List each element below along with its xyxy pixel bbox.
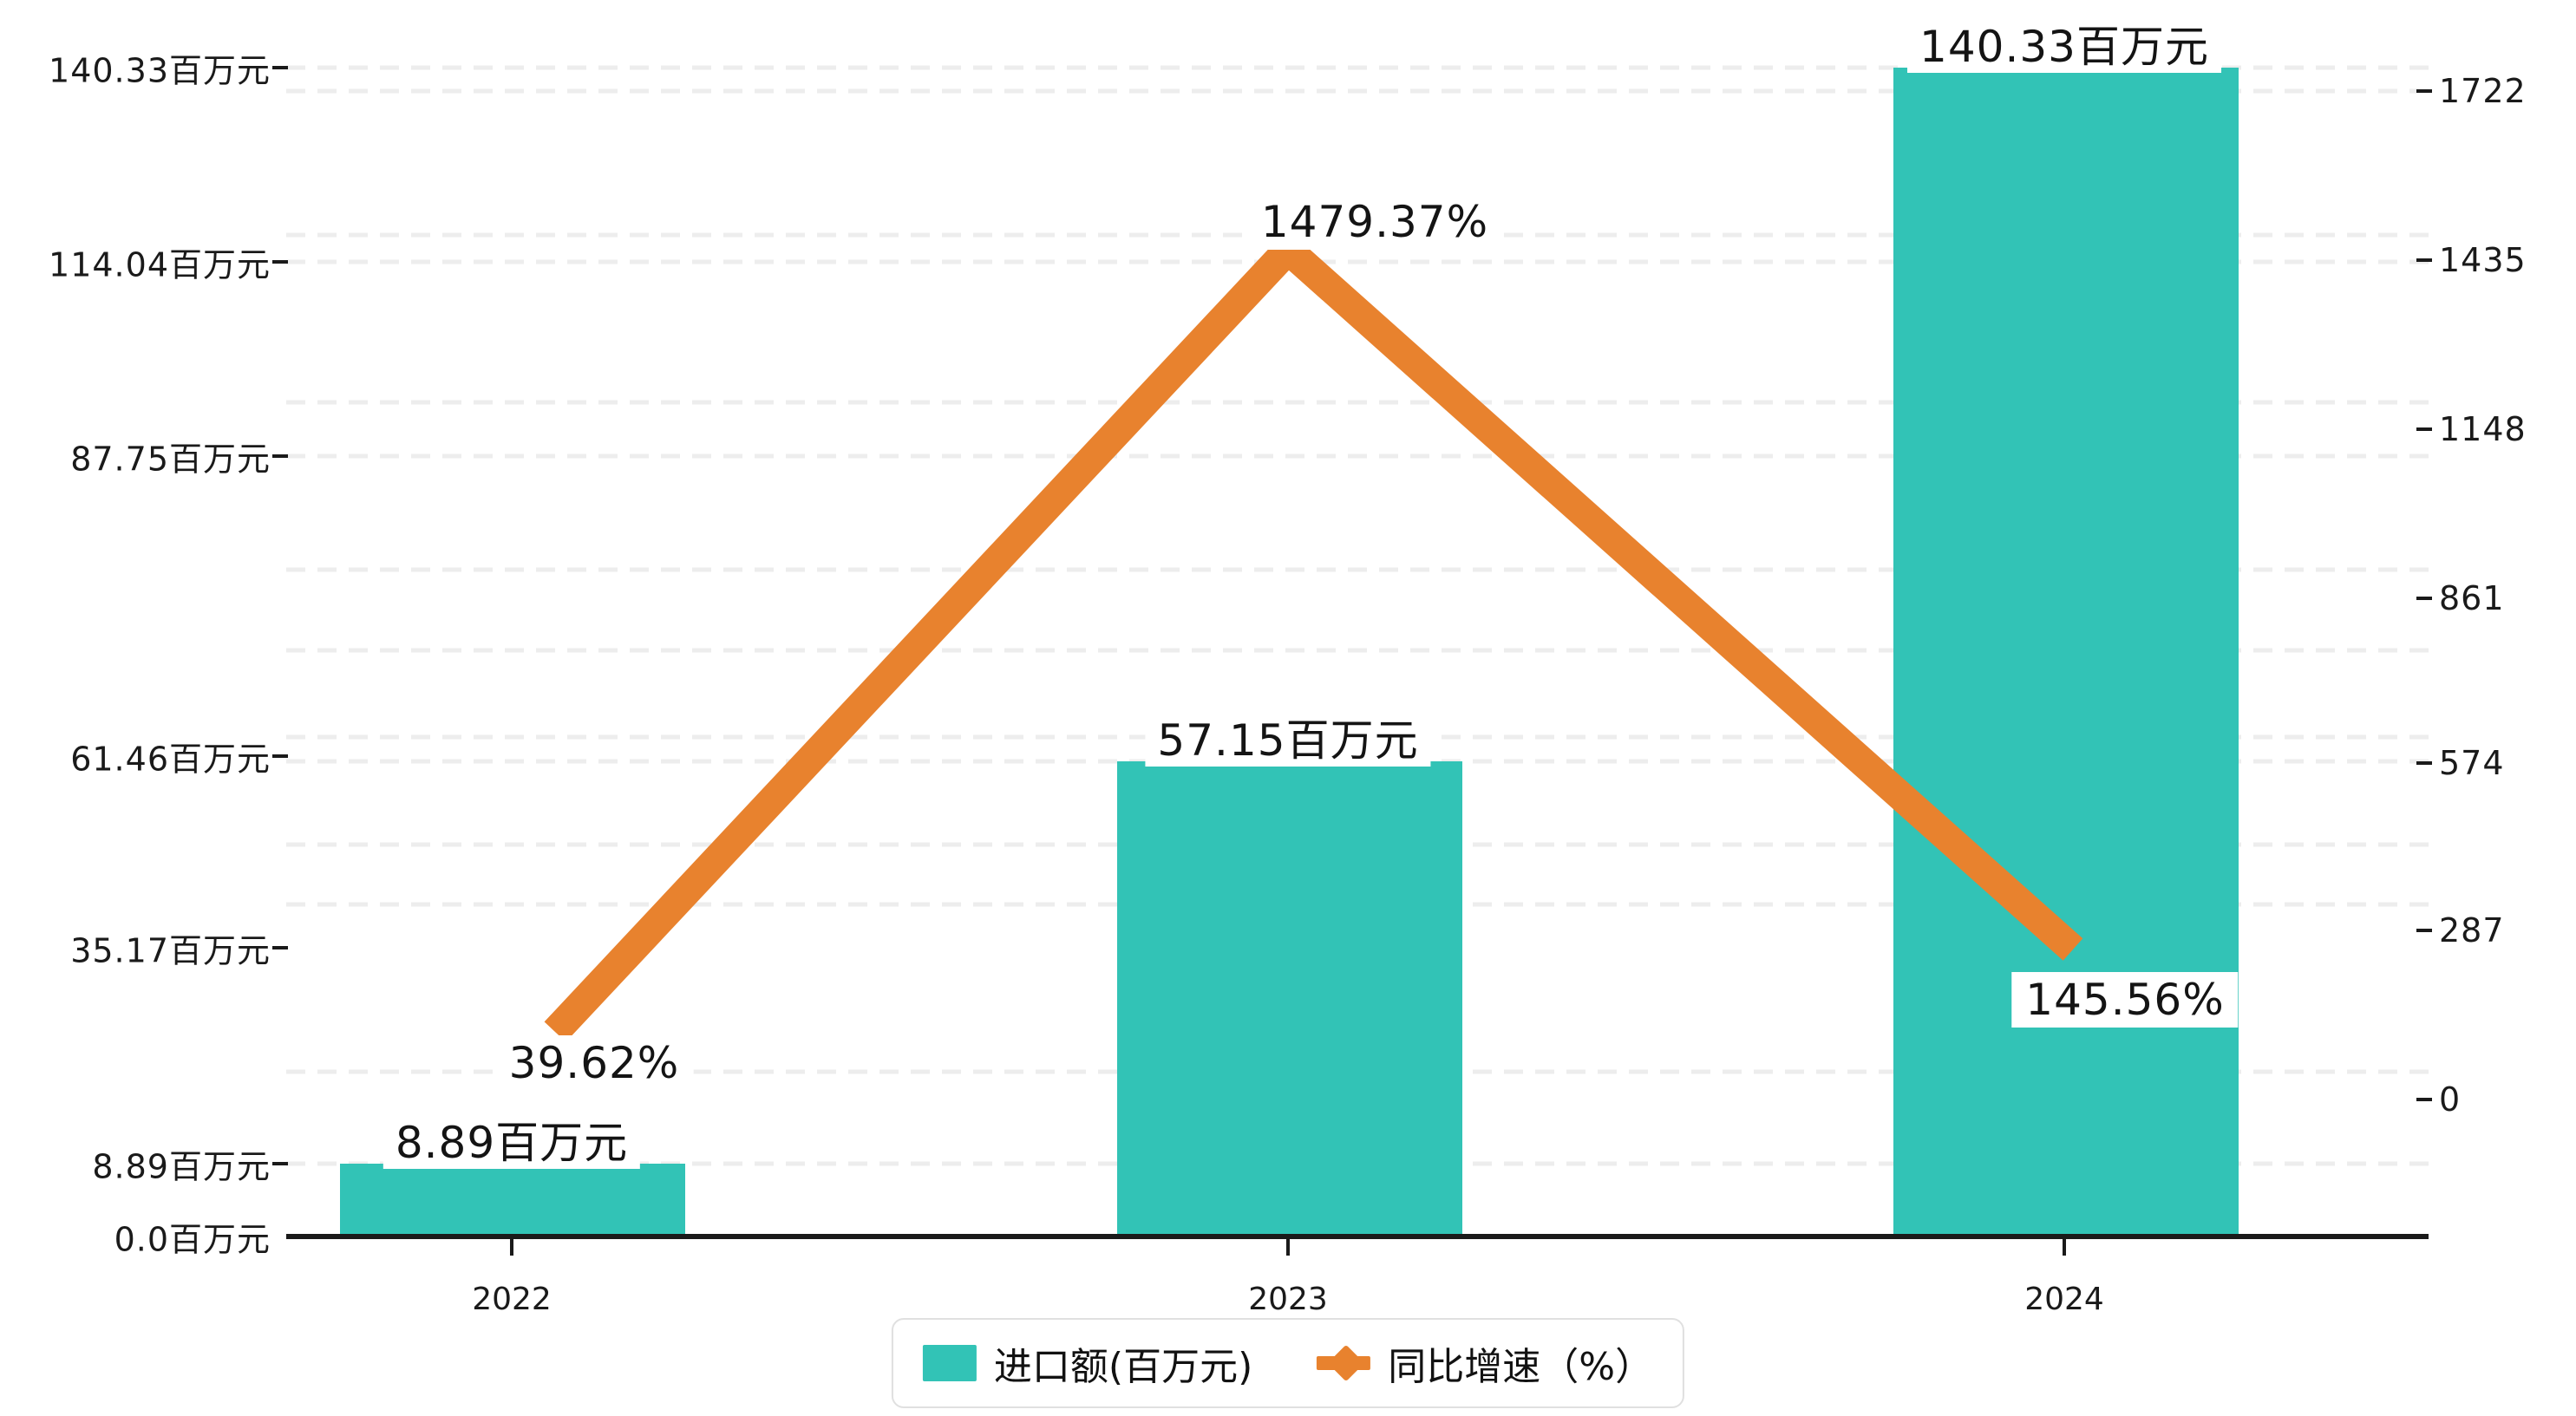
y-axis-right-tick-mark [2416, 597, 2432, 600]
line-value-label-2024: 145.56% [2011, 972, 2239, 1028]
y-axis-left-tick-label: 87.75百万元 [70, 440, 271, 479]
x-axis-tick-label-2023: 2023 [1248, 1282, 1328, 1317]
y-axis-right-tick-label: 287 [2439, 911, 2505, 949]
y-axis-right-tick-label: 861 [2439, 579, 2505, 617]
y-axis-right-tick-mark [2416, 427, 2432, 431]
y-axis-left-tick-mark [272, 946, 288, 949]
y-axis-left-tick-mark [272, 1162, 288, 1165]
y-axis-left-tick-label: 114.04百万元 [49, 245, 271, 284]
y-axis-right-tick-mark [2416, 761, 2432, 765]
x-axis-ticks [510, 1237, 2066, 1256]
y-axis-left-tick-mark [272, 454, 288, 458]
y-axis-right-tick-mark [2416, 258, 2432, 262]
bar-series [340, 68, 2239, 1236]
legend-line-swatch-icon [1317, 1344, 1371, 1382]
legend-item-growth-rate[interactable]: 同比增速（%） [1317, 1335, 1653, 1391]
y-axis-right-tick-label: 1435 [2439, 241, 2527, 279]
y-axis-left-tick-mark [272, 260, 288, 264]
x-axis-tick-label-2024: 2024 [2024, 1282, 2104, 1317]
line-series [544, 229, 2083, 1042]
y-axis-left-tick-label: 35.17百万元 [70, 931, 271, 970]
y-axis-right-tick-mark [2416, 929, 2432, 932]
legend-label-import-amount: 进口额(百万元) [993, 1345, 1253, 1389]
y-axis-left-tick-label: 61.46百万元 [70, 740, 271, 779]
y-axis-right-tick-label: 1722 [2439, 72, 2527, 110]
bar-2023[interactable] [1117, 761, 1462, 1236]
y-axis-left-tick-label: 140.33百万元 [49, 51, 271, 90]
bar-value-label-2022: 8.89百万元 [382, 1117, 641, 1169]
y-axis-right-tick-label: 0 [2439, 1080, 2462, 1119]
y-axis-left-tick-label: 0.0百万元 [114, 1220, 271, 1259]
y-axis-right-tick-label: 574 [2439, 744, 2505, 782]
legend-bar-swatch-icon [922, 1345, 977, 1381]
y-axis-right-tick-mark [2416, 1098, 2432, 1101]
line-value-label-2022: 39.62% [494, 1035, 694, 1091]
line-value-label-2023: 1479.37% [1246, 194, 1503, 250]
y-axis-left-tick-label: 8.89百万元 [92, 1147, 271, 1186]
legend-item-import-amount[interactable]: 进口额(百万元) [922, 1335, 1253, 1391]
chart-legend: 进口额(百万元) 同比增速（%） [891, 1318, 1685, 1408]
bar-value-label-2024: 140.33百万元 [1907, 21, 2221, 73]
legend-label-growth-rate: 同比增速（%） [1388, 1345, 1654, 1389]
x-axis-tick-label-2022: 2022 [472, 1282, 552, 1317]
y-axis-right-tick-mark [2416, 89, 2432, 93]
y-axis-left-tick-mark [272, 66, 288, 69]
bar-2022[interactable] [340, 1164, 685, 1236]
y-axis-right-tick-label: 1148 [2439, 410, 2527, 448]
y-axis-left-tick-mark [272, 754, 288, 758]
bar-2024[interactable] [1893, 68, 2239, 1236]
bar-value-label-2023: 57.15百万元 [1145, 715, 1431, 767]
growth-line[interactable] [544, 229, 2083, 1042]
